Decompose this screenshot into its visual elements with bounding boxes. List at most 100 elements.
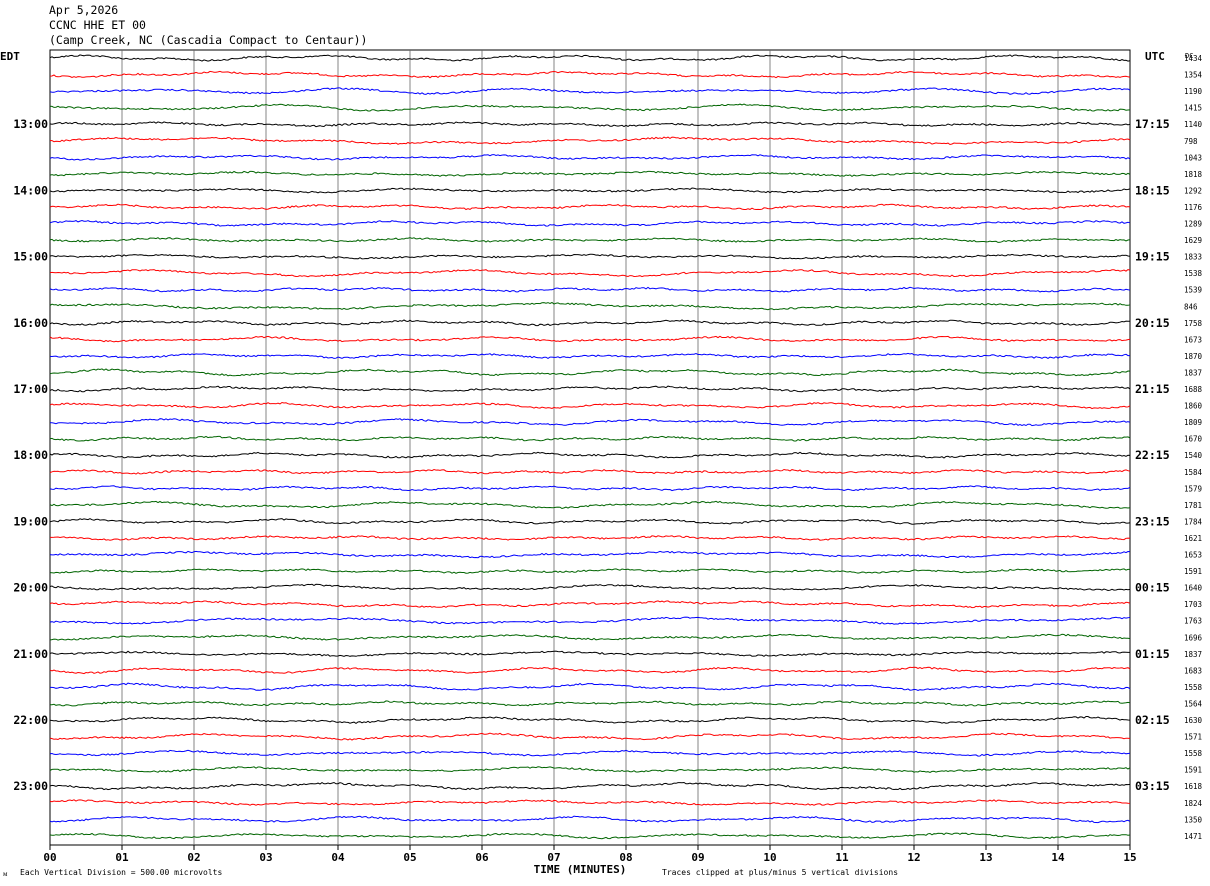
right-hour-label: 22:15 [1135, 448, 1170, 462]
right-hour-label: 20:15 [1135, 316, 1170, 330]
dc-offset-value: 1618 [1184, 782, 1203, 791]
dc-offset-value: 1781 [1184, 501, 1202, 510]
seismic-trace [49, 485, 1131, 492]
seismic-trace [49, 568, 1130, 574]
station-label: CCNC HHE ET 00 [49, 18, 146, 32]
utc-axis-label: UTC [1145, 50, 1165, 63]
seismic-trace [50, 418, 1131, 427]
dc-offset-value: 1809 [1184, 418, 1202, 427]
seismic-trace [49, 600, 1131, 609]
left-hour-label: 21:00 [13, 647, 48, 661]
left-hour-label: 17:00 [13, 382, 48, 396]
dc-offset-value: 1190 [1184, 87, 1203, 96]
dc-offset-value: 1434 [1184, 54, 1203, 63]
right-hour-label: 02:15 [1135, 713, 1170, 727]
left-hour-label: 16:00 [13, 316, 48, 330]
seismic-trace [49, 203, 1131, 211]
dc-offset-value: 1591 [1184, 567, 1202, 576]
seismic-trace [49, 500, 1131, 510]
dc-offset-value: 846 [1184, 302, 1198, 311]
left-hour-label: 20:00 [13, 581, 48, 595]
dc-offset-value: 1696 [1184, 633, 1203, 642]
dc-label: DC [1185, 52, 1193, 60]
dc-offset-value: 1571 [1184, 733, 1202, 742]
x-tick-label: 15 [1123, 851, 1136, 864]
dc-offset-value: 1818 [1184, 170, 1203, 179]
right-hour-label: 21:15 [1135, 382, 1170, 396]
seismic-trace [50, 682, 1131, 692]
x-tick-label: 03 [259, 851, 272, 864]
seismic-trace [49, 650, 1130, 657]
seismic-trace [49, 435, 1131, 442]
seismic-trace [49, 550, 1131, 559]
corner-mark: ᴍ [3, 870, 8, 878]
dc-offset-value: 1763 [1184, 617, 1202, 626]
dc-offset-value: 1140 [1184, 120, 1203, 129]
seismic-trace [49, 154, 1131, 161]
seismic-trace [49, 170, 1131, 178]
dc-offset-value: 1870 [1184, 352, 1203, 361]
seismic-trace [49, 716, 1131, 725]
right-hour-label: 19:15 [1135, 250, 1170, 264]
x-axis-label: TIME (MINUTES) [534, 863, 627, 876]
dc-offset-value: 1540 [1184, 451, 1203, 460]
seismic-trace [49, 103, 1131, 112]
x-tick-label: 13 [979, 851, 992, 864]
seismic-trace [49, 732, 1131, 741]
seismic-trace [49, 136, 1131, 146]
dc-offset-value: 1584 [1184, 468, 1203, 477]
dc-offset-value: 1621 [1184, 534, 1202, 543]
dc-offset-value: 1564 [1184, 699, 1203, 708]
dc-offset-value: 1653 [1184, 551, 1202, 560]
dc-offset-value: 1630 [1184, 716, 1203, 725]
dc-offset-value: 1350 [1184, 815, 1203, 824]
seismic-trace [49, 219, 1131, 227]
seismic-trace [49, 237, 1131, 243]
x-tick-label: 14 [1051, 851, 1065, 864]
date-label: Apr 5,2026 [49, 3, 119, 17]
x-tick-label: 07 [547, 851, 560, 864]
left-hour-label: 22:00 [13, 713, 48, 727]
x-tick-label: 11 [835, 851, 849, 864]
seismic-trace [49, 253, 1131, 260]
location-label: (Camp Creek, NC (Cascadia Compact to Cen… [49, 33, 368, 47]
footer-scale-note: Each Vertical Division = 500.00 microvol… [20, 868, 222, 877]
x-tick-label: 02 [187, 851, 200, 864]
seismic-trace [49, 319, 1130, 327]
dc-offset-value: 1292 [1184, 186, 1202, 195]
seismic-trace [49, 518, 1131, 525]
seismic-trace [49, 468, 1131, 475]
dc-offset-value: 1673 [1184, 335, 1202, 344]
dc-offset-value: 1538 [1184, 269, 1203, 278]
x-tick-label: 01 [115, 851, 129, 864]
x-tick-label: 08 [619, 851, 632, 864]
seismic-trace [49, 583, 1131, 592]
seismic-trace [49, 766, 1131, 774]
seismic-trace [49, 121, 1131, 128]
seismic-trace [49, 286, 1131, 293]
seismic-trace [49, 335, 1131, 343]
seismic-trace [50, 535, 1131, 541]
footer-clip-note: Traces clipped at plus/minus 5 vertical … [662, 868, 898, 877]
dc-offset-value: 1824 [1184, 799, 1203, 808]
dc-offset-value: 1415 [1184, 104, 1202, 113]
seismic-trace [49, 666, 1131, 675]
seismic-trace [49, 616, 1131, 625]
dc-offset-value: 1539 [1184, 286, 1202, 295]
seismic-trace [49, 633, 1131, 641]
dc-offset-value: 1860 [1184, 402, 1203, 411]
seismic-trace [49, 187, 1131, 194]
x-tick-label: 04 [331, 851, 345, 864]
dc-offset-value: 1784 [1184, 517, 1203, 526]
dc-offset-value: 1558 [1184, 749, 1203, 758]
x-tick-label: 00 [43, 851, 56, 864]
dc-offset-value: 1579 [1184, 484, 1202, 493]
dc-offset-value: 1354 [1184, 71, 1203, 80]
right-hour-label: 01:15 [1135, 647, 1170, 661]
dc-offset-value: 1591 [1184, 766, 1202, 775]
seismic-trace [49, 269, 1131, 278]
dc-offset-value: 798 [1184, 137, 1198, 146]
right-hour-label: 18:15 [1135, 183, 1170, 197]
dc-offset-value: 1629 [1184, 236, 1202, 245]
dc-offset-value: 1703 [1184, 600, 1202, 609]
